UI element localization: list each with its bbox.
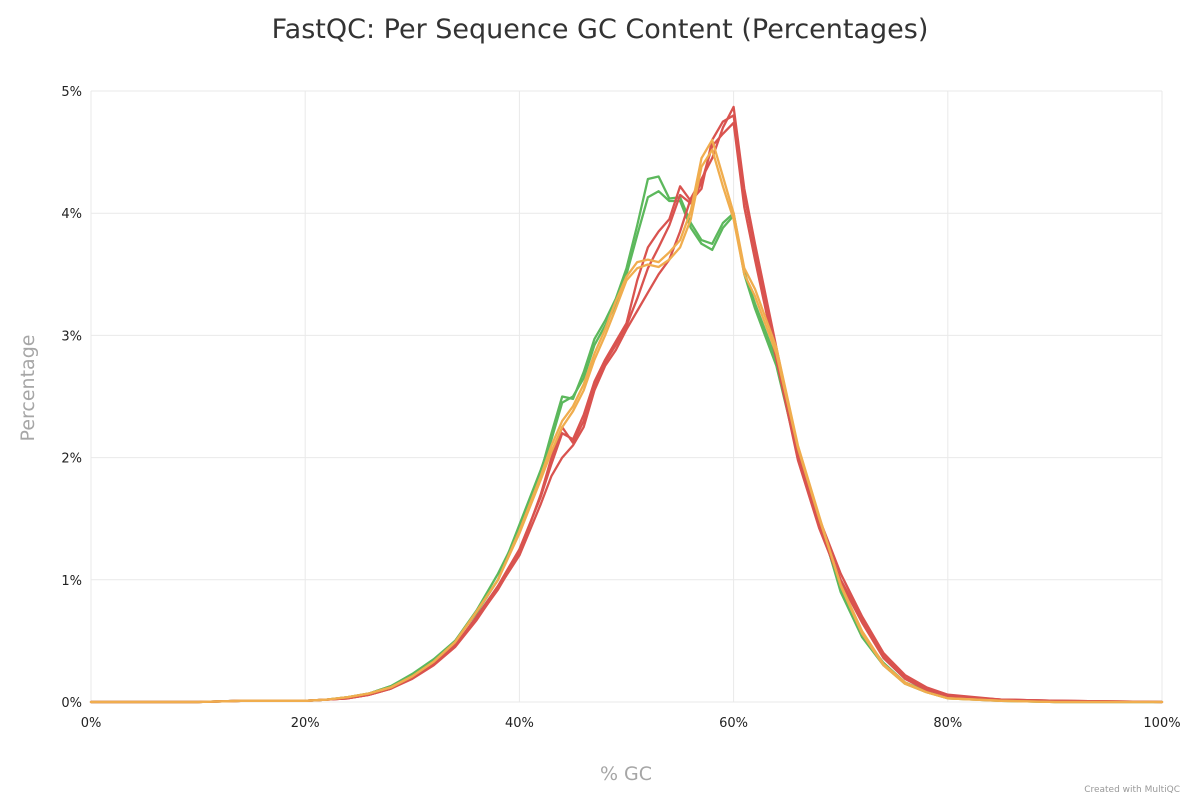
y-tick-label: 1% [61, 574, 82, 589]
x-axis-label: % GC [600, 763, 652, 785]
y-tick-label: 4% [61, 207, 82, 222]
gridlines [90, 90, 1163, 703]
y-axis-label: Percentage [17, 335, 39, 442]
x-tick-label: 100% [1143, 716, 1180, 731]
series-lines [89, 105, 1164, 704]
series-line [89, 148, 1164, 704]
series-line [89, 105, 1164, 704]
credit-text: Created with MultiQC [1084, 785, 1180, 795]
x-tick-label: 80% [933, 716, 962, 731]
x-tick-label: 60% [719, 716, 748, 731]
y-tick-label: 3% [61, 329, 82, 344]
series-line [89, 121, 1164, 704]
y-tick-label: 2% [61, 452, 82, 467]
series-line [89, 138, 1164, 704]
x-tick-label: 0% [81, 716, 102, 731]
x-tick-label: 20% [291, 716, 320, 731]
chart-title: FastQC: Per Sequence GC Content (Percent… [272, 14, 929, 45]
y-tick-label: 0% [61, 696, 82, 711]
x-axis-ticks: 0% 20% 40% 60% 80% 100% [81, 716, 1181, 731]
y-tick-label: 5% [61, 85, 82, 100]
y-axis-ticks: 0% 1% 2% 3% 4% 5% [61, 85, 82, 711]
series-line [89, 190, 1164, 704]
series-line [89, 114, 1164, 704]
series-line [89, 175, 1164, 704]
x-tick-label: 40% [505, 716, 534, 731]
